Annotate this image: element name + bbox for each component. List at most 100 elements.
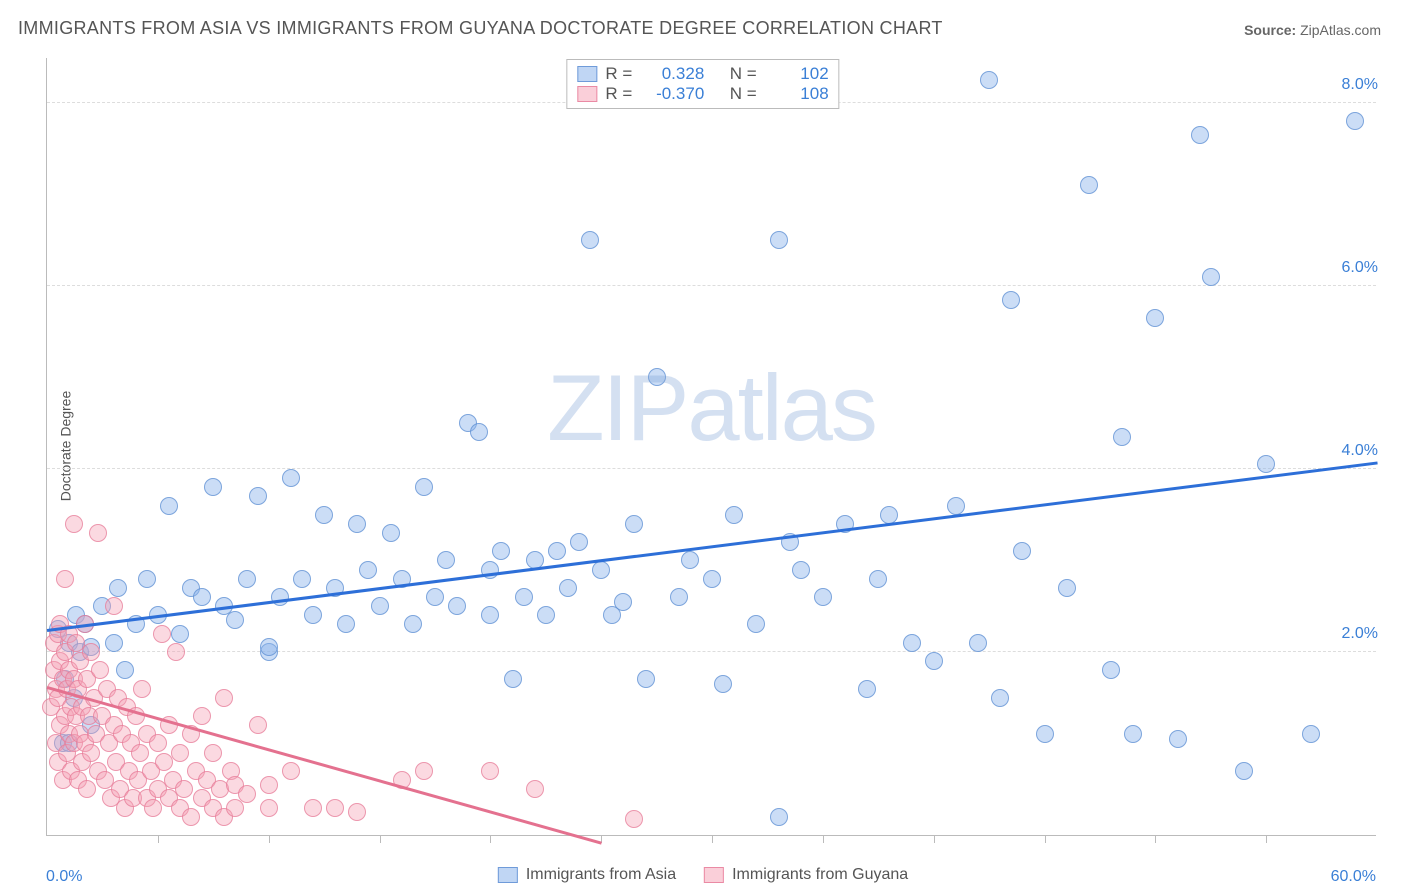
data-point	[426, 588, 444, 606]
watermark-bold: ZIP	[547, 355, 687, 460]
data-point	[160, 497, 178, 515]
data-point	[570, 533, 588, 551]
data-point	[182, 808, 200, 826]
data-point	[271, 588, 289, 606]
data-point	[1346, 112, 1364, 130]
data-point	[1191, 126, 1209, 144]
x-max-label: 60.0%	[1331, 868, 1376, 886]
data-point	[747, 615, 765, 633]
swatch-guyana	[577, 86, 597, 102]
data-point	[326, 799, 344, 817]
data-point	[260, 638, 278, 656]
data-point	[282, 469, 300, 487]
data-point	[404, 615, 422, 633]
data-point	[481, 606, 499, 624]
data-point	[1146, 309, 1164, 327]
x-tick	[1155, 835, 1156, 843]
data-point	[681, 551, 699, 569]
watermark: ZIPatlas	[547, 354, 876, 462]
x-tick	[934, 835, 935, 843]
data-point	[282, 762, 300, 780]
n-value-guyana: 108	[765, 84, 829, 104]
y-tick-label: 4.0%	[1336, 442, 1378, 460]
data-point	[171, 744, 189, 762]
data-point	[1002, 291, 1020, 309]
data-point	[1013, 542, 1031, 560]
r-label: R =	[605, 84, 632, 104]
x-tick	[823, 835, 824, 843]
data-point	[869, 570, 887, 588]
source-label: Source:	[1244, 22, 1296, 38]
data-point	[293, 570, 311, 588]
data-point	[238, 785, 256, 803]
data-point	[1235, 762, 1253, 780]
data-point	[382, 524, 400, 542]
data-point	[105, 597, 123, 615]
data-point	[109, 579, 127, 597]
data-point	[348, 515, 366, 533]
x-tick	[158, 835, 159, 843]
data-point	[133, 680, 151, 698]
data-point	[359, 561, 377, 579]
legend-item-asia: Immigrants from Asia	[498, 866, 676, 884]
x-tick	[1266, 835, 1267, 843]
y-tick-label: 2.0%	[1336, 625, 1378, 643]
data-point	[1169, 730, 1187, 748]
scatter-plot: ZIPatlas 2.0%4.0%6.0%8.0%	[46, 58, 1376, 836]
data-point	[1124, 725, 1142, 743]
data-point	[65, 515, 83, 533]
data-point	[792, 561, 810, 579]
data-point	[82, 744, 100, 762]
data-point	[470, 423, 488, 441]
data-point	[548, 542, 566, 560]
data-point	[1257, 455, 1275, 473]
data-point	[415, 478, 433, 496]
data-point	[670, 588, 688, 606]
data-point	[238, 570, 256, 588]
data-point	[193, 588, 211, 606]
source-credit: Source: ZipAtlas.com	[1244, 22, 1381, 38]
data-point	[1080, 176, 1098, 194]
data-point	[925, 652, 943, 670]
x-tick	[712, 835, 713, 843]
watermark-rest: atlas	[687, 355, 876, 460]
data-point	[625, 515, 643, 533]
n-label: N =	[730, 64, 757, 84]
data-point	[1202, 268, 1220, 286]
data-point	[138, 570, 156, 588]
gridline	[47, 468, 1376, 469]
data-point	[260, 776, 278, 794]
legend-row-guyana: R = -0.370 N = 108	[577, 84, 828, 104]
data-point	[131, 744, 149, 762]
data-point	[249, 716, 267, 734]
n-label: N =	[730, 84, 757, 104]
data-point	[226, 611, 244, 629]
data-point	[526, 780, 544, 798]
r-value-asia: 0.328	[640, 64, 704, 84]
data-point	[814, 588, 832, 606]
data-point	[1302, 725, 1320, 743]
legend-label-asia: Immigrants from Asia	[526, 866, 676, 884]
r-value-guyana: -0.370	[640, 84, 704, 104]
data-point	[448, 597, 466, 615]
data-point	[492, 542, 510, 560]
data-point	[315, 506, 333, 524]
data-point	[903, 634, 921, 652]
data-point	[592, 561, 610, 579]
x-tick	[1045, 835, 1046, 843]
data-point	[215, 689, 233, 707]
data-point	[371, 597, 389, 615]
legend-label-guyana: Immigrants from Guyana	[732, 866, 908, 884]
data-point	[304, 799, 322, 817]
data-point	[770, 231, 788, 249]
y-tick-label: 6.0%	[1336, 259, 1378, 277]
swatch-asia-icon	[498, 867, 518, 883]
data-point	[537, 606, 555, 624]
data-point	[167, 643, 185, 661]
n-value-asia: 102	[765, 64, 829, 84]
data-point	[725, 506, 743, 524]
data-point	[337, 615, 355, 633]
x-tick	[269, 835, 270, 843]
data-point	[415, 762, 433, 780]
swatch-guyana-icon	[704, 867, 724, 883]
